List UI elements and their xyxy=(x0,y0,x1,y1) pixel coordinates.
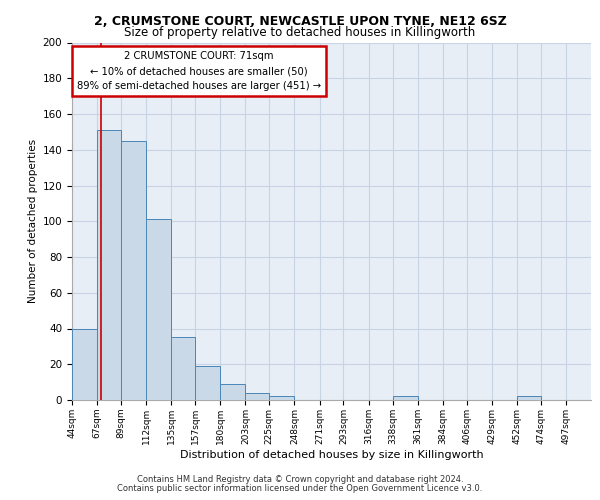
Bar xyxy=(220,384,245,400)
Bar xyxy=(392,396,418,400)
Bar xyxy=(72,328,97,400)
Bar xyxy=(146,220,171,400)
Y-axis label: Number of detached properties: Number of detached properties xyxy=(28,139,38,304)
X-axis label: Distribution of detached houses by size in Killingworth: Distribution of detached houses by size … xyxy=(179,450,484,460)
Bar xyxy=(245,393,269,400)
Text: Contains HM Land Registry data © Crown copyright and database right 2024.: Contains HM Land Registry data © Crown c… xyxy=(137,475,463,484)
Bar xyxy=(269,396,295,400)
Text: 2, CRUMSTONE COURT, NEWCASTLE UPON TYNE, NE12 6SZ: 2, CRUMSTONE COURT, NEWCASTLE UPON TYNE,… xyxy=(94,15,506,28)
Bar xyxy=(517,396,541,400)
Bar xyxy=(97,130,121,400)
Text: Contains public sector information licensed under the Open Government Licence v3: Contains public sector information licen… xyxy=(118,484,482,493)
Bar xyxy=(121,141,146,400)
Bar xyxy=(195,366,220,400)
Bar xyxy=(171,338,195,400)
Text: Size of property relative to detached houses in Killingworth: Size of property relative to detached ho… xyxy=(124,26,476,39)
Text: 2 CRUMSTONE COURT: 71sqm
← 10% of detached houses are smaller (50)
89% of semi-d: 2 CRUMSTONE COURT: 71sqm ← 10% of detach… xyxy=(77,52,321,91)
